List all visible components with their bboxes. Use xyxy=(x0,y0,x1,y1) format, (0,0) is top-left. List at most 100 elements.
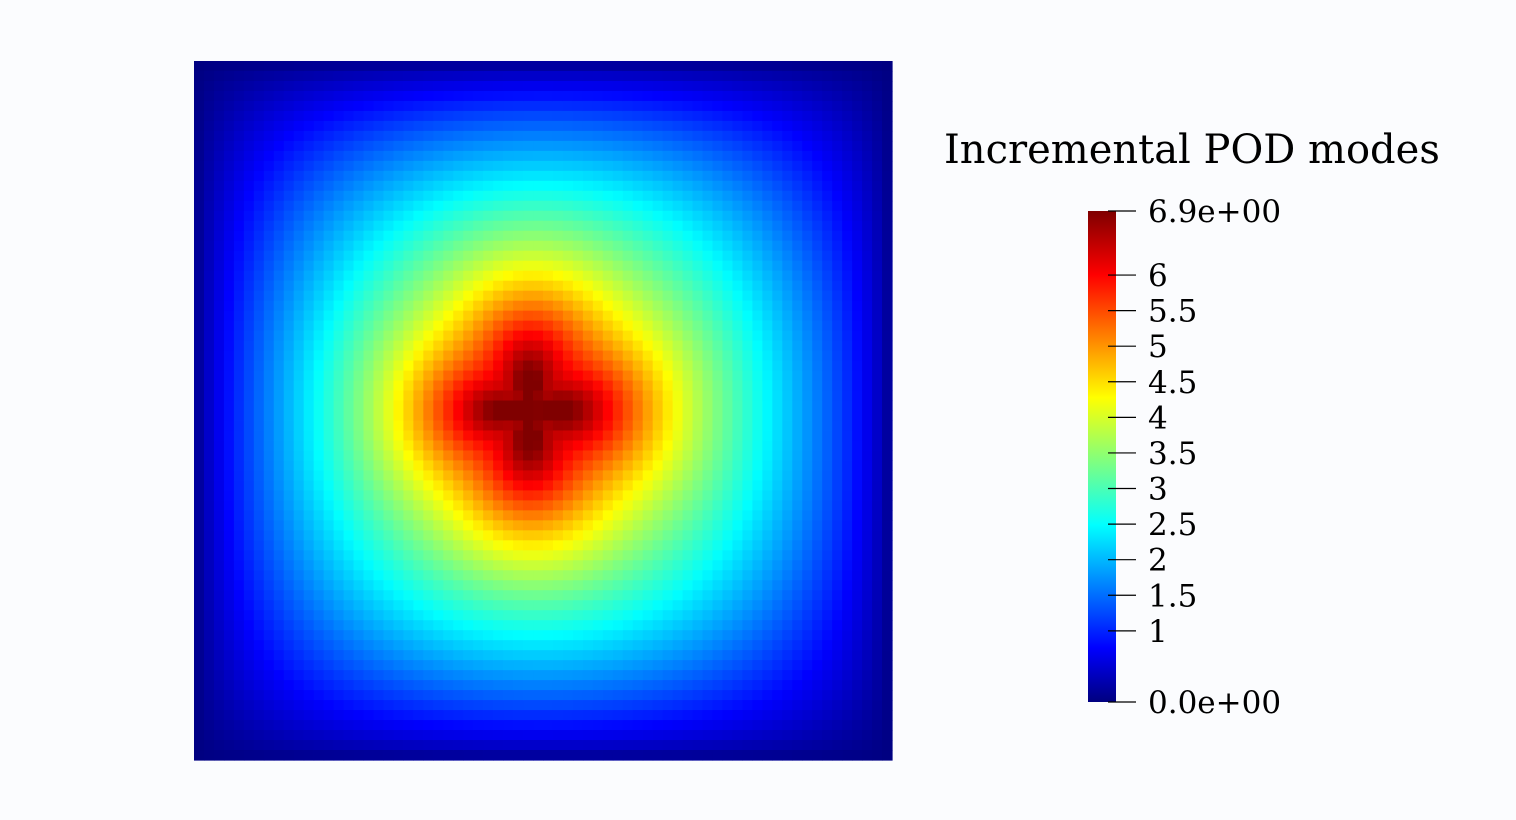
heatmap-cell xyxy=(822,690,833,701)
heatmap-cell xyxy=(453,270,464,282)
heatmap-cell xyxy=(203,580,215,591)
heatmap-cell xyxy=(443,490,454,501)
heatmap-cell xyxy=(213,690,225,701)
heatmap-cell xyxy=(373,260,385,272)
heatmap-cell xyxy=(842,540,853,551)
heatmap-cell xyxy=(842,260,853,272)
heatmap-cell xyxy=(872,450,883,462)
heatmap-cell xyxy=(852,80,863,92)
heatmap-cell xyxy=(822,310,833,322)
heatmap-cell xyxy=(632,370,644,382)
heatmap-cell xyxy=(393,560,404,571)
heatmap-cell xyxy=(313,220,325,232)
heatmap-cell xyxy=(503,710,514,721)
heatmap-cell xyxy=(513,340,524,352)
heatmap-cell xyxy=(523,530,534,541)
heatmap-cell xyxy=(732,370,744,382)
heatmap-cell xyxy=(722,630,734,641)
heatmap-cell xyxy=(802,600,813,611)
heatmap-cell xyxy=(323,470,335,481)
heatmap-cell xyxy=(722,430,734,442)
heatmap-cell xyxy=(632,660,644,671)
heatmap-cell xyxy=(253,670,265,681)
heatmap-cell xyxy=(782,740,793,751)
heatmap-cell xyxy=(702,300,714,312)
heatmap-cell xyxy=(473,300,484,312)
heatmap-cell xyxy=(283,100,295,112)
heatmap-cell xyxy=(293,470,305,481)
heatmap-cell xyxy=(642,580,654,591)
heatmap-cell xyxy=(373,480,385,491)
heatmap-cell xyxy=(323,400,335,412)
heatmap-cell xyxy=(213,270,225,282)
heatmap-cell xyxy=(243,530,255,541)
heatmap-cell xyxy=(582,290,594,302)
heatmap-cell xyxy=(203,430,215,442)
heatmap-cell xyxy=(852,290,863,302)
heatmap-cell xyxy=(572,410,584,422)
heatmap-cell xyxy=(612,740,624,751)
heatmap-cell xyxy=(622,270,634,282)
heatmap-cell xyxy=(662,670,674,681)
heatmap-cell xyxy=(742,590,753,601)
heatmap-cell xyxy=(403,620,414,631)
heatmap-cell xyxy=(393,720,404,731)
heatmap-cell xyxy=(393,710,404,721)
heatmap-cell xyxy=(852,310,863,322)
heatmap-cell xyxy=(194,660,205,671)
heatmap-cell xyxy=(473,450,484,462)
heatmap-cell xyxy=(413,720,424,731)
heatmap-cell xyxy=(622,250,634,262)
heatmap-cell xyxy=(592,520,604,531)
heatmap-cell xyxy=(562,260,574,272)
heatmap-cell xyxy=(533,700,544,711)
heatmap-cell xyxy=(652,620,664,631)
heatmap-cell xyxy=(872,300,883,312)
heatmap-cell xyxy=(203,260,215,272)
heatmap-cell xyxy=(552,420,564,432)
heatmap-cell xyxy=(413,630,424,641)
heatmap-cell xyxy=(712,700,724,711)
heatmap-cell xyxy=(632,670,644,681)
heatmap-cell xyxy=(852,240,863,252)
heatmap-cell xyxy=(632,390,644,402)
heatmap-cell xyxy=(862,530,873,541)
heatmap-cell xyxy=(483,480,494,491)
heatmap-cell xyxy=(812,160,823,172)
heatmap-cell xyxy=(732,180,744,192)
heatmap-cell xyxy=(493,470,504,481)
heatmap-cell xyxy=(423,380,434,392)
heatmap-cell xyxy=(543,300,554,312)
heatmap-cell xyxy=(203,380,215,392)
heatmap-cell xyxy=(722,710,734,721)
heatmap-cell xyxy=(772,620,783,631)
heatmap-cell xyxy=(682,510,694,521)
heatmap-cell xyxy=(582,80,594,92)
heatmap-cell xyxy=(792,750,803,761)
heatmap-cell xyxy=(762,560,773,571)
heatmap-cell xyxy=(333,510,345,521)
heatmap-cell xyxy=(712,120,724,132)
heatmap-cell xyxy=(752,560,763,571)
heatmap-cell xyxy=(762,410,773,422)
heatmap-cell xyxy=(742,430,753,442)
heatmap-cell xyxy=(722,280,734,292)
heatmap-cell xyxy=(602,660,614,671)
heatmap-cell xyxy=(632,560,644,571)
heatmap-cell xyxy=(194,560,205,571)
heatmap-cell xyxy=(742,300,753,312)
heatmap-cell xyxy=(223,300,235,312)
heatmap-cell xyxy=(862,270,873,282)
heatmap-cell xyxy=(383,410,395,422)
heatmap-cell xyxy=(772,170,783,182)
heatmap-cell xyxy=(403,450,414,462)
heatmap-cell xyxy=(622,640,634,651)
heatmap-cell xyxy=(572,570,584,581)
heatmap-cell xyxy=(762,130,773,142)
heatmap-cell xyxy=(552,180,564,192)
heatmap-cell xyxy=(742,530,753,541)
heatmap-cell xyxy=(303,110,315,122)
heatmap-cell xyxy=(453,320,464,332)
heatmap-cell xyxy=(263,130,275,142)
